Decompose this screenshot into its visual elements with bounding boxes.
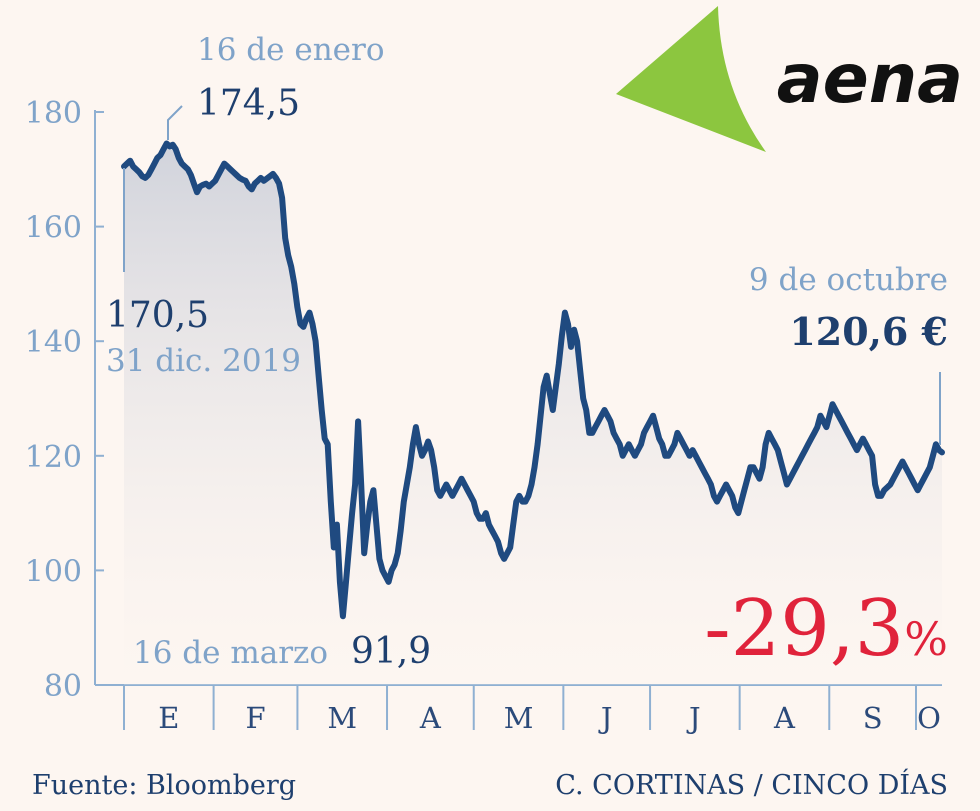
x-tick-label: J [686,701,701,735]
end-value-label: 120,6 € [789,309,948,354]
x-tick-label: O [917,701,941,735]
credit-label: C. CORTINAS / CINCO DÍAS [555,768,948,801]
x-tick-label: E [158,701,179,735]
x-tick-label: M [504,701,534,735]
source-label: Fuente: Bloomberg [32,770,296,801]
low-value-label: 91,9 [351,631,431,672]
y-tick-label: 100 [25,554,82,589]
start-date-label: 31 dic. 2019 [106,343,301,379]
peak-date-label: 16 de enero [197,32,384,68]
end-date-label: 9 de octubre [749,262,948,298]
x-tick-label: J [598,701,613,735]
y-tick-label: 120 [25,440,82,475]
y-tick-label: 80 [44,669,82,704]
peak-value-label: 174,5 [197,83,300,124]
price-area-fill [124,143,942,685]
x-tick-label: S [863,701,883,735]
start-value-label: 170,5 [106,295,209,336]
price-line [121,140,945,620]
y-axis-ticks: 80 100 120 140 160 180 [25,96,104,704]
x-tick-label: F [245,701,265,735]
change-label: -29,3% [704,584,948,674]
peak-leader-line [167,105,183,140]
y-tick-label: 160 [25,211,82,246]
y-tick-label: 180 [25,96,82,131]
aena-logo: aena [616,6,963,152]
y-tick-label: 140 [25,325,82,360]
logo-triangle-icon [616,6,766,152]
change-value: -29,3 [704,584,904,674]
low-date-label: 16 de marzo [133,635,328,671]
x-tick-label: M [327,701,357,735]
logo-text: aena [777,40,963,119]
change-unit: % [904,612,948,666]
x-tick-label: A [419,701,442,735]
x-tick-label: A [773,701,796,735]
